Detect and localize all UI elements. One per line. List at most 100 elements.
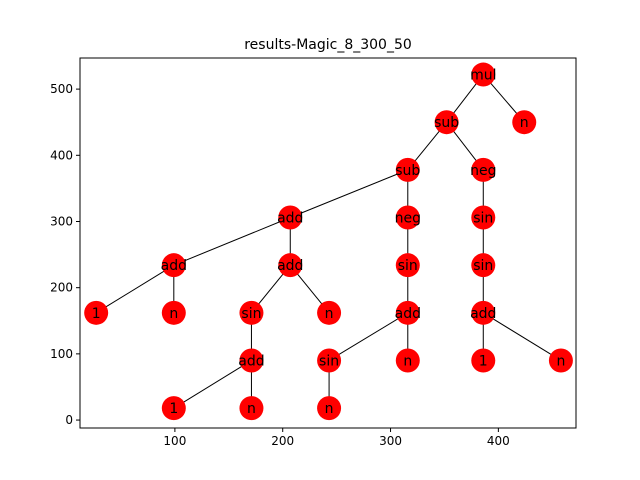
x-tick-label: 300 [379, 434, 402, 448]
node-label: sub [434, 115, 459, 131]
tree-node: sin [239, 300, 264, 325]
node-label: sub [395, 163, 420, 179]
tree-node: sin [471, 253, 496, 278]
node-marker [278, 205, 303, 230]
tree-node: add [277, 253, 303, 278]
node-label: 1 [479, 353, 488, 369]
node-marker [395, 348, 420, 373]
x-tick-label: 200 [271, 434, 294, 448]
tree-node: n [239, 396, 264, 421]
tree-node: sin [395, 253, 420, 278]
node-marker [471, 300, 496, 325]
tree-edge [173, 360, 252, 409]
y-tick-label: 100 [50, 347, 73, 361]
node-marker [278, 253, 303, 278]
node-label: sin [398, 258, 418, 274]
node-marker [548, 348, 573, 373]
node-label: n [325, 306, 334, 322]
node-label: mul [470, 68, 496, 84]
node-label: add [277, 211, 303, 227]
tree-node: n [512, 110, 537, 135]
node-marker [317, 300, 342, 325]
node-label: sin [241, 306, 261, 322]
x-tick-label: 100 [163, 434, 186, 448]
y-tick-label: 0 [65, 413, 73, 427]
tree-node: add [238, 348, 265, 373]
tree-node: 1 [161, 396, 186, 421]
tree-node: n [317, 300, 342, 325]
chart-title: results-Magic_8_300_50 [244, 37, 412, 53]
tree-node: add [161, 253, 187, 278]
tree-edge [173, 217, 291, 266]
node-label: neg [470, 163, 496, 179]
tree-node: add [470, 300, 496, 325]
node-marker [471, 205, 496, 230]
node-marker [512, 110, 537, 135]
tree-node: neg [395, 205, 421, 230]
node-label: sin [319, 353, 339, 369]
node-marker [395, 205, 420, 230]
node-label: sin [473, 211, 493, 227]
node-label: n [403, 353, 412, 369]
tree-node: 1 [471, 348, 496, 373]
tree-edge [290, 169, 408, 218]
node-label: sin [473, 258, 493, 274]
y-tick-label: 300 [50, 214, 73, 228]
tree-node: 1 [84, 300, 109, 325]
tree-node: sin [471, 205, 496, 230]
node-marker [239, 396, 264, 421]
node-marker [395, 300, 420, 325]
tree-node: add [277, 205, 303, 230]
tree-node: mul [470, 62, 496, 87]
y-tick-label: 500 [50, 82, 73, 96]
node-marker [239, 300, 264, 325]
node-marker [84, 300, 109, 325]
node-label: add [277, 258, 303, 274]
tree-node: n [548, 348, 573, 373]
x-tick-label: 400 [487, 434, 510, 448]
node-label: n [325, 401, 334, 417]
node-label: n [556, 353, 565, 369]
node-marker [317, 396, 342, 421]
tree-nodes: mul sub n sub neg add neg sin add add sin sin 1 n sin n… [84, 62, 573, 421]
tree-edge [95, 264, 175, 314]
tree-node: sub [434, 110, 459, 135]
y-axis: 0 100 200 300 400 500 [50, 82, 80, 427]
y-tick-label: 200 [50, 281, 73, 295]
node-label: add [470, 306, 496, 322]
node-marker [317, 348, 342, 373]
tree-node: n [161, 300, 186, 325]
tree-node: sin [317, 348, 342, 373]
node-marker [471, 157, 496, 182]
node-label: add [395, 306, 421, 322]
node-label: n [520, 115, 529, 131]
node-label: n [169, 306, 178, 322]
tree-edge [483, 312, 562, 361]
node-label: 1 [92, 306, 101, 322]
node-label: 1 [169, 401, 178, 417]
node-marker [161, 253, 186, 278]
tree-edge [328, 312, 409, 361]
node-label: add [161, 258, 187, 274]
node-marker [471, 348, 496, 373]
node-label: add [238, 353, 264, 369]
node-marker [471, 253, 496, 278]
tree-node: sub [395, 157, 420, 182]
tree-node: neg [470, 157, 496, 182]
node-marker [471, 62, 496, 87]
tree-node: n [317, 396, 342, 421]
node-marker [239, 348, 264, 373]
node-marker [395, 253, 420, 278]
y-tick-label: 400 [50, 148, 73, 162]
node-label: n [247, 401, 256, 417]
node-marker [161, 396, 186, 421]
tree-node: add [395, 300, 421, 325]
node-marker [161, 300, 186, 325]
plot-frame [79, 57, 577, 429]
node-marker [395, 157, 420, 182]
node-label: neg [395, 211, 421, 227]
node-marker [434, 110, 459, 135]
x-axis: 100 200 300 400 [163, 428, 510, 448]
tree-node: n [395, 348, 420, 373]
